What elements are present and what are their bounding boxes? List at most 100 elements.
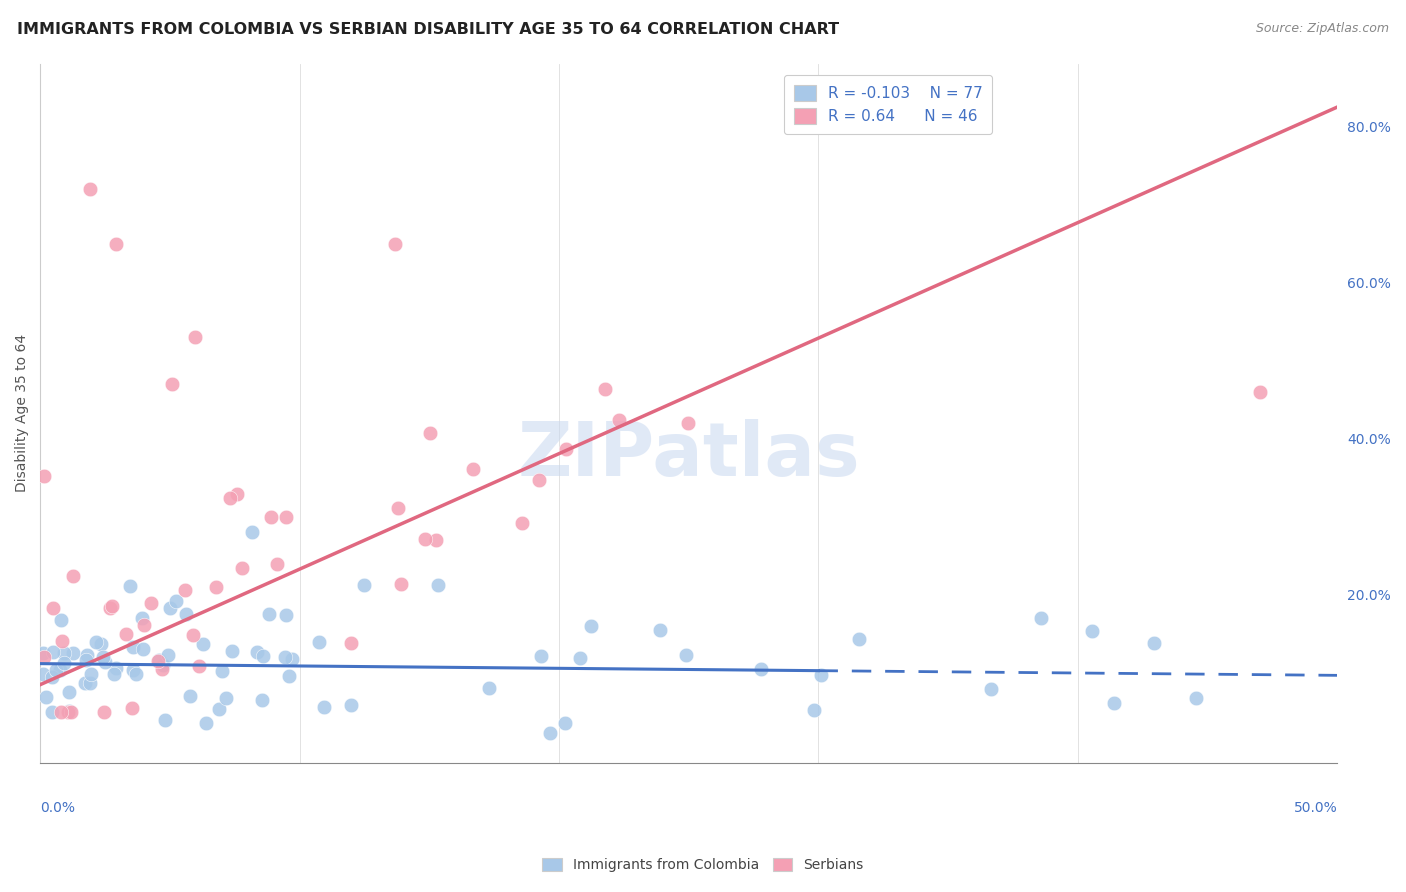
Point: [219, 491, 242, 505]
Point: [104, 660, 127, 674]
Point: [1104, 696, 1126, 710]
Point: [648, 623, 671, 637]
Point: [153, 713, 176, 727]
Point: [160, 377, 183, 392]
Point: [118, 579, 141, 593]
Point: [104, 236, 127, 251]
Point: [204, 580, 226, 594]
Point: [214, 691, 236, 706]
Point: [675, 648, 697, 662]
Point: [510, 516, 533, 530]
Point: [90, 637, 112, 651]
Point: [31, 647, 53, 661]
Point: [231, 561, 253, 575]
Point: [278, 669, 301, 683]
Point: [148, 653, 170, 667]
Point: [51, 613, 73, 627]
Point: [152, 657, 174, 672]
Point: [156, 648, 179, 663]
Point: [41, 670, 63, 684]
Point: [179, 689, 201, 703]
Point: [79, 675, 101, 690]
Point: [211, 665, 233, 679]
Point: [569, 651, 592, 665]
Point: [530, 649, 553, 664]
Point: [173, 582, 195, 597]
Point: [141, 596, 163, 610]
Point: [221, 643, 243, 657]
Legend: R = -0.103    N = 77, R = 0.64      N = 46: R = -0.103 N = 77, R = 0.64 N = 46: [785, 75, 993, 134]
Point: [308, 635, 330, 649]
Point: [810, 668, 832, 682]
Point: [274, 649, 297, 664]
Point: [538, 726, 561, 740]
Text: Source: ZipAtlas.com: Source: ZipAtlas.com: [1256, 22, 1389, 36]
Point: [353, 578, 375, 592]
Point: [848, 632, 870, 646]
Point: [250, 693, 273, 707]
Point: [314, 700, 336, 714]
Point: [195, 716, 218, 731]
Point: [749, 662, 772, 676]
Point: [413, 533, 436, 547]
Point: [676, 416, 699, 430]
Point: [62, 569, 84, 583]
Point: [132, 641, 155, 656]
Y-axis label: Disability Age 35 to 64: Disability Age 35 to 64: [15, 334, 30, 492]
Point: [122, 640, 145, 654]
Point: [73, 676, 96, 690]
Point: [58, 684, 80, 698]
Point: [595, 382, 617, 396]
Point: [257, 607, 280, 621]
Point: [339, 698, 361, 713]
Point: [121, 700, 143, 714]
Point: [554, 716, 576, 731]
Point: [274, 510, 297, 524]
Point: [246, 645, 269, 659]
Point: [42, 645, 65, 659]
Point: [266, 557, 288, 571]
Point: [252, 649, 274, 664]
Point: [58, 705, 80, 719]
Point: [76, 648, 98, 663]
Text: 50.0%: 50.0%: [1294, 801, 1337, 815]
Point: [150, 662, 173, 676]
Point: [191, 637, 214, 651]
Point: [49, 705, 72, 719]
Point: [49, 663, 72, 677]
Point: [59, 705, 82, 719]
Point: [79, 182, 101, 196]
Point: [41, 706, 63, 720]
Point: [51, 634, 73, 648]
Point: [86, 635, 108, 649]
Point: [1029, 610, 1052, 624]
Point: [281, 651, 304, 665]
Point: [274, 607, 297, 622]
Point: [32, 469, 55, 483]
Point: [240, 525, 263, 540]
Point: [418, 425, 440, 440]
Point: [259, 510, 281, 524]
Point: [226, 487, 249, 501]
Point: [579, 619, 602, 633]
Point: [103, 667, 125, 681]
Point: [461, 461, 484, 475]
Point: [132, 617, 155, 632]
Legend: Immigrants from Colombia, Serbians: Immigrants from Colombia, Serbians: [537, 853, 869, 878]
Point: [387, 500, 409, 515]
Point: [94, 656, 117, 670]
Point: [93, 705, 115, 719]
Point: [75, 653, 97, 667]
Point: [208, 702, 231, 716]
Text: ZIPatlas: ZIPatlas: [517, 419, 860, 491]
Point: [58, 705, 80, 719]
Point: [100, 601, 122, 615]
Point: [1184, 691, 1206, 706]
Point: [1249, 384, 1271, 399]
Point: [803, 703, 825, 717]
Point: [114, 627, 136, 641]
Text: 0.0%: 0.0%: [41, 801, 75, 815]
Point: [425, 533, 447, 548]
Point: [32, 649, 55, 664]
Point: [53, 646, 76, 660]
